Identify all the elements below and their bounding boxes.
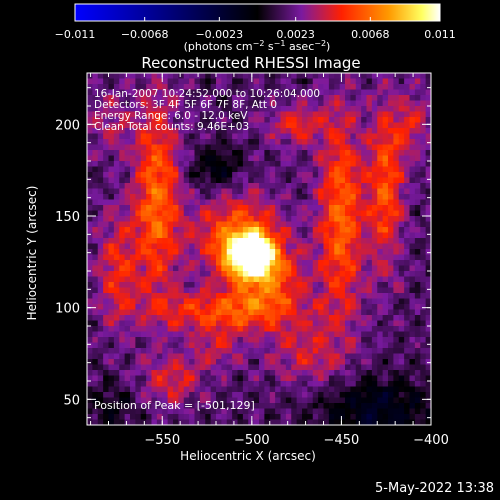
y-tick-label: 150 bbox=[55, 210, 80, 225]
annotation-block: 16-Jan-2007 10:24:52.000 to 10:26:04.000… bbox=[94, 88, 320, 133]
y-tick-label: 100 bbox=[55, 302, 80, 317]
colorbar-tick-label: 0.0023 bbox=[276, 28, 315, 41]
colorbar-label: (photons cm−2 s−1 asec−2) bbox=[184, 39, 331, 53]
x-tick-label: −550 bbox=[144, 433, 180, 448]
plot-frame bbox=[86, 72, 432, 426]
colorbar bbox=[74, 3, 441, 22]
colorbar-tick-label: 0.0068 bbox=[351, 28, 390, 41]
x-tick-label: −450 bbox=[324, 433, 360, 448]
chart-title: Reconstructed RHESSI Image bbox=[141, 54, 360, 72]
heatmap-image bbox=[87, 73, 431, 425]
x-axis-label: Heliocentric X (arcsec) bbox=[180, 449, 316, 463]
annotation-line: Energy Range: 6.0 - 12.0 keV bbox=[94, 110, 248, 122]
y-axis-label: Heliocentric Y (arcsec) bbox=[25, 186, 39, 321]
colorbar-tick-label: −0.0068 bbox=[121, 28, 169, 41]
annotation-line: Detectors: 3F 4F 5F 6F 7F 8F, Att 0 bbox=[94, 99, 277, 111]
colorbar-tick-label: 0.011 bbox=[424, 28, 456, 41]
x-tick-label: −400 bbox=[413, 433, 449, 448]
footer-timestamp: 5-May-2022 13:38 bbox=[375, 481, 494, 496]
annotation-line: Clean Total counts: 9.46E+03 bbox=[94, 121, 249, 133]
colorbar-tick-label: −0.0023 bbox=[195, 28, 243, 41]
annotation-line: 16-Jan-2007 10:24:52.000 to 10:26:04.000 bbox=[94, 88, 320, 100]
y-tick-label: 50 bbox=[63, 393, 80, 408]
x-tick-label: −500 bbox=[234, 433, 270, 448]
colorbar-tick-label: −0.011 bbox=[55, 28, 96, 41]
peak-position-label: Position of Peak = [-501,129] bbox=[94, 399, 255, 412]
y-tick-label: 200 bbox=[55, 118, 80, 133]
